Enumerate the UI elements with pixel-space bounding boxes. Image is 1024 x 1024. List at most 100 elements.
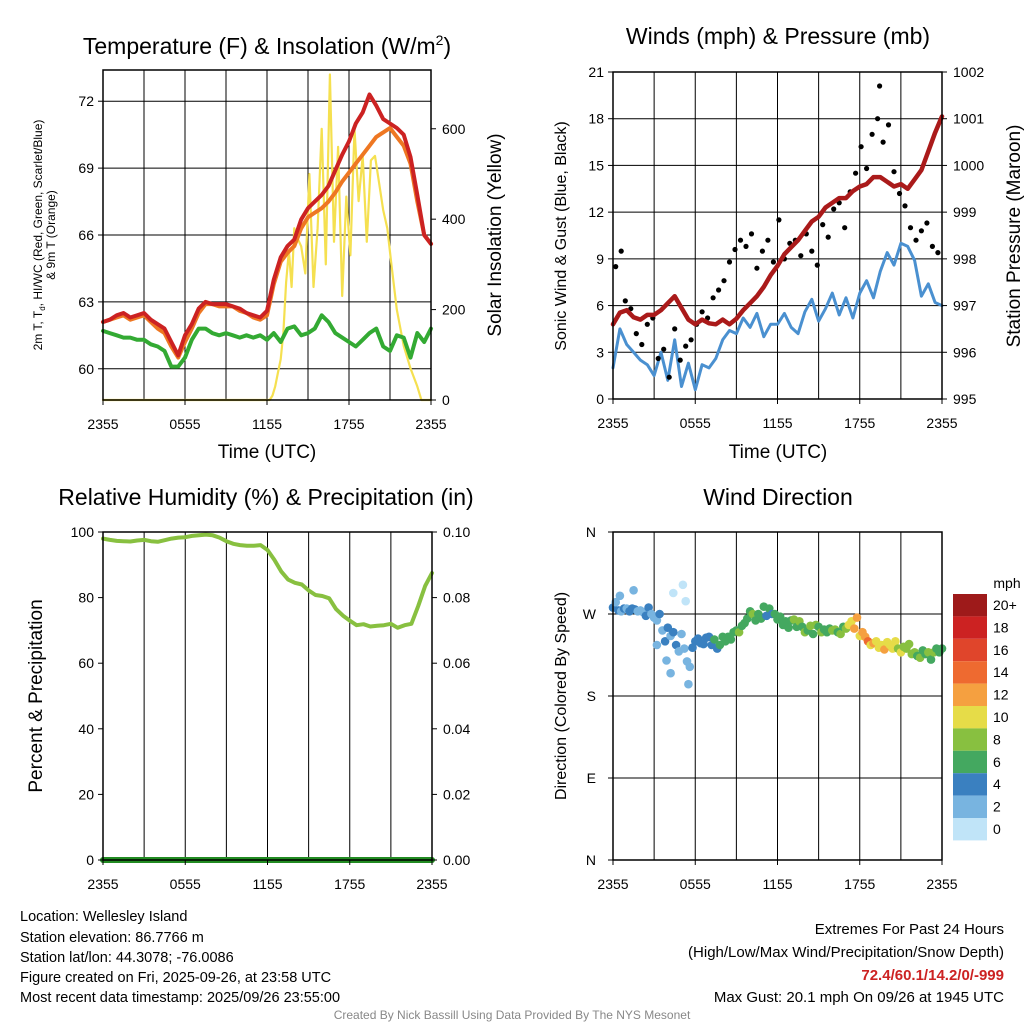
rh-gridlines — [143, 532, 392, 860]
footer-created: Figure created on Fri, 2025-09-26, at 23… — [20, 970, 331, 986]
temp-xtick-label: 0555 — [169, 416, 200, 432]
gust-point — [820, 222, 826, 228]
wind-ytick-label: 3 — [596, 344, 604, 360]
gust-point — [710, 295, 716, 301]
direction-point — [808, 629, 818, 639]
wind-xtick-label: 2355 — [597, 415, 628, 431]
wind-series-group — [610, 83, 945, 392]
rh-xtick-label: 1755 — [334, 876, 365, 892]
legend-label: 16 — [993, 642, 1009, 658]
legend-label: 0 — [993, 821, 1001, 837]
gust-point — [613, 264, 619, 270]
footer-station-info: Location: Wellesley Island Station eleva… — [20, 909, 340, 1006]
wind-ytick-label: 0 — [596, 391, 604, 407]
gust-point — [688, 337, 694, 343]
gust-point — [825, 234, 831, 240]
wind-series-sonic_wind — [611, 241, 944, 392]
temp-xtick-label: 1155 — [252, 416, 282, 432]
direction-point — [615, 591, 625, 601]
temp-x-axis-label: Time (UTC) — [218, 442, 317, 463]
direction-point — [726, 635, 736, 644]
rh-xtick-label: 2355 — [87, 876, 118, 892]
temp-y-axis-label: 2m T, Td, HI/WC (Red, Green, Scarlet/Blu… — [31, 120, 47, 351]
direction-point — [678, 580, 688, 590]
direction-point — [710, 635, 719, 644]
wind-y2tick-label: 1001 — [953, 111, 984, 127]
temp-y2tick-label: 400 — [442, 211, 466, 227]
rh-y2tick-label: 0.06 — [443, 655, 470, 671]
direction-point — [660, 637, 670, 646]
wdir-ytick-label: N — [586, 852, 596, 868]
rh-ytick-label: 20 — [78, 786, 94, 802]
humidity-panel: Relative Humidity (%) & Precipitation (i… — [26, 484, 474, 892]
gust-point — [918, 228, 925, 234]
direction-point — [666, 668, 675, 678]
gust-point — [864, 165, 870, 172]
gust-point — [748, 231, 755, 237]
wdir-chart-title: Wind Direction — [703, 484, 853, 510]
wdir-gridlines — [613, 532, 942, 860]
wdir-xtick-label: 1155 — [762, 876, 792, 892]
gust-point — [891, 169, 897, 175]
credit-line: Created By Nick Bassill Using Data Provi… — [334, 1008, 691, 1022]
wind-y2tick-label: 998 — [953, 251, 977, 267]
rh-ytick-label: 40 — [78, 721, 94, 737]
gust-point — [842, 225, 848, 231]
direction-point — [904, 639, 914, 649]
gust-point — [880, 139, 886, 145]
legend-swatch — [953, 818, 987, 841]
legend-swatch — [953, 728, 987, 751]
wind-gridlines — [613, 72, 942, 399]
gust-point — [743, 243, 749, 249]
extremes-max-gust: Max Gust: 20.1 mph On 09/26 at 1945 UTC — [714, 989, 1004, 1006]
gust-point — [875, 116, 881, 122]
wind-ytick-label: 6 — [596, 298, 604, 314]
gust-point — [655, 355, 661, 362]
gust-point — [699, 309, 705, 315]
legend-swatch — [953, 638, 987, 662]
footer-location: Location: Wellesley Island — [20, 909, 187, 925]
wind-ytick-label: 12 — [588, 204, 604, 220]
direction-point — [852, 613, 862, 622]
wind-chart-title: Winds (mph) & Pressure (mb) — [626, 23, 930, 49]
temp-chart-title: Temperature (F) & Insolation (W/m2) — [83, 32, 451, 59]
rh-y2tick-label: 0.10 — [443, 524, 470, 540]
legend-label: 4 — [993, 776, 1001, 792]
rh-y2tick-label: 0.00 — [443, 852, 470, 868]
rh-xtick-label: 0555 — [170, 876, 201, 892]
rh-chart-title: Relative Humidity (%) & Precipitation (i… — [58, 484, 473, 510]
legend-swatch — [953, 773, 987, 796]
gust-point — [672, 326, 678, 332]
rh-ytick-label: 0 — [86, 852, 94, 868]
wind-y2tick-label: 997 — [953, 298, 977, 314]
gust-point — [732, 246, 738, 253]
rh-xtick-label: 2355 — [416, 876, 447, 892]
wind-xtick-label: 1755 — [844, 415, 875, 431]
legend-label: 10 — [993, 709, 1009, 725]
rh-ytick-label: 60 — [78, 655, 94, 671]
extremes-subtitle: (High/Low/Max Wind/Precipitation/Snow De… — [688, 944, 1004, 961]
wdir-ytick-label: E — [587, 770, 596, 786]
temp-series-dewpoint — [101, 313, 433, 369]
wind-direction-panel: Wind Direction 2355 0555 1155 1755 2355NESWN… — [553, 484, 1021, 892]
wdir-ytick-label: N — [586, 524, 596, 540]
direction-point — [684, 679, 693, 689]
gust-point — [633, 331, 639, 337]
wind-x-axis-label: Time (UTC) — [729, 442, 828, 463]
extremes-title: Extremes For Past 24 Hours — [815, 921, 1004, 938]
wdir-series-group — [608, 580, 947, 689]
gust-point — [770, 259, 777, 265]
legend-swatch — [953, 594, 987, 617]
legend-label: 18 — [993, 619, 1009, 635]
wind-panel: Winds (mph) & Pressure (mb) 2355 0555 1155… — [553, 23, 1024, 463]
temp-ytick-label: 69 — [78, 160, 94, 176]
gust-point — [721, 278, 727, 284]
legend-label: 14 — [993, 664, 1009, 680]
rh-ytick-label: 80 — [78, 590, 94, 606]
temp-xtick-label: 1755 — [333, 416, 364, 432]
gust-point — [913, 237, 919, 243]
wind-ytick-label: 15 — [588, 157, 604, 173]
direction-point — [655, 609, 664, 619]
gust-point — [929, 243, 936, 249]
